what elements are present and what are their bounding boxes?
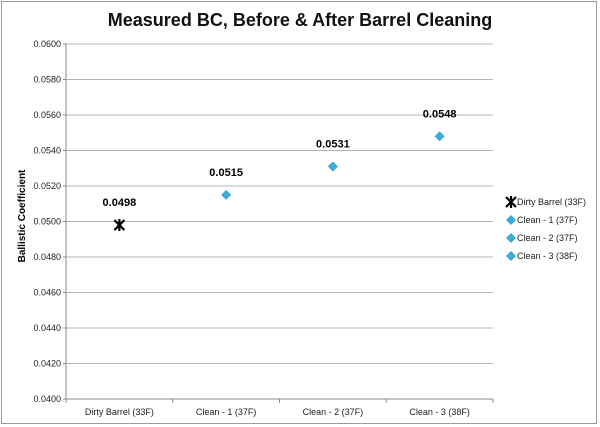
legend-marker [505,196,517,208]
grid-layer [66,43,493,400]
legend-label: Clean - 3 (38F) [517,251,578,261]
chart-title: Measured BC, Before & After Barrel Clean… [107,10,493,30]
legend-label: Clean - 2 (37F) [517,233,578,243]
y-tick-label: 0.0500 [33,217,61,227]
x-tick-label: Clean - 2 (37F) [303,407,364,417]
data-point [434,131,445,142]
y-tick-label: 0.0420 [33,359,61,369]
y-tick-label: 0.0440 [33,323,61,333]
axis-layer: 0.0400 0.0420 0.0440 0.0460 0.0480 0.0500 0.05… [33,39,494,417]
legend-marker [506,233,516,243]
legend-label: Clean - 1 (37F) [517,215,578,225]
y-tick-label: 0.0540 [33,146,61,156]
y-tick-label: 0.0600 [33,39,61,49]
y-tick-label: 0.0580 [33,75,61,85]
legend-marker [506,251,516,261]
x-tick-label: Clean - 1 (37F) [196,407,257,417]
x-tick-label: Dirty Barrel (33F) [85,407,154,417]
legend: Dirty Barrel (33F) Clean - 1 (37F) Clean -… [505,196,586,261]
legend-label: Dirty Barrel (33F) [517,197,586,207]
y-tick-label: 0.0520 [33,181,61,191]
data-label: 0.0498 [103,197,137,209]
y-axis-title: Ballistic Coefficient [17,169,28,262]
y-tick-label: 0.0460 [33,288,61,298]
y-tick-label: 0.0480 [33,252,61,262]
data-point [221,189,232,200]
y-tick-label: 0.0560 [33,110,61,120]
mark-layer: 0.0498 0.0515 0.0531 0.0548 [103,108,457,232]
data-point [327,161,338,172]
x-tick-label: Clean - 3 (38F) [409,407,470,417]
data-point [113,219,126,232]
legend-marker [506,215,516,225]
data-label: 0.0531 [316,138,350,150]
data-label: 0.0515 [209,167,243,179]
data-label: 0.0548 [423,108,457,120]
y-tick-label: 0.0400 [33,394,61,404]
